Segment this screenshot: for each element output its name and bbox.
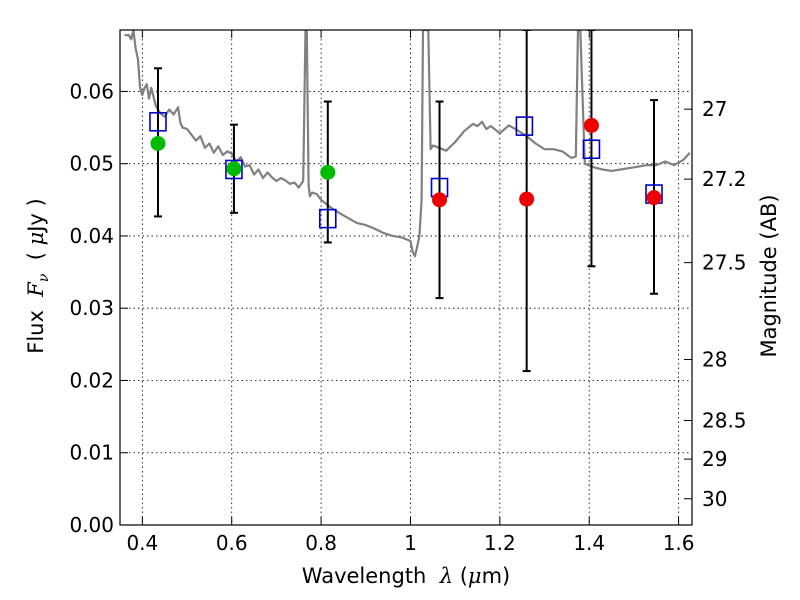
y-tick-label: 0.05 [69,152,114,176]
model-square-point [515,116,534,136]
x-tick-label: 1.6 [663,531,695,555]
x-tick-label: 1.2 [484,531,516,555]
y2-tick-label: 30 [702,487,727,511]
y-tick-label: 0.02 [69,368,114,392]
y2-tick-label: 27.2 [702,167,747,191]
red-data-point [583,117,599,133]
red-data-point [519,191,535,207]
model-square-point [318,208,337,229]
y2-tick-label: 28 [702,347,727,371]
y2-tick-label: 27.5 [702,251,747,275]
red-data-point [432,192,448,208]
ticks: 0.4 0.6 0.8 1 1.2 1.4 1.6 0.00 0.01 0.02 0.03 0.04 0… [69,30,747,555]
plot-area [124,30,691,373]
x-axis-title: Wavelength λ (μm) [302,564,510,588]
y-tick-label: 0.04 [69,224,114,248]
x-tick-label: 1.4 [573,531,605,555]
green-data-point [150,135,166,151]
y2-tick-label: 28.5 [702,409,747,433]
green-data-point [226,161,242,177]
model-square-point [225,159,243,180]
y-tick-label: 0.00 [69,513,114,537]
grid [120,30,692,526]
green-data-point [320,164,336,180]
y-tick-label: 0.03 [69,296,114,320]
plot-frame [119,29,693,526]
y2-tick-label: 29 [702,447,727,471]
model-square-point [149,111,167,132]
y-tick-label: 0.01 [69,441,114,465]
x-tick-label: 1 [404,531,417,555]
y-axis-title: Flux Fν ( μJy ) [24,198,52,353]
x-tick-label: 0.6 [216,531,248,555]
y2-axis-title: Magnitude (AB) [757,194,781,357]
spectrum-line [124,30,691,258]
x-tick-label: 0.8 [305,531,337,555]
error-bar [587,30,596,268]
y-tick-label: 0.06 [69,79,114,103]
model-square-point [582,139,601,160]
x-tick-label: 0.4 [126,531,158,555]
red-data-point [646,190,662,206]
y2-tick-label: 27 [702,97,727,121]
